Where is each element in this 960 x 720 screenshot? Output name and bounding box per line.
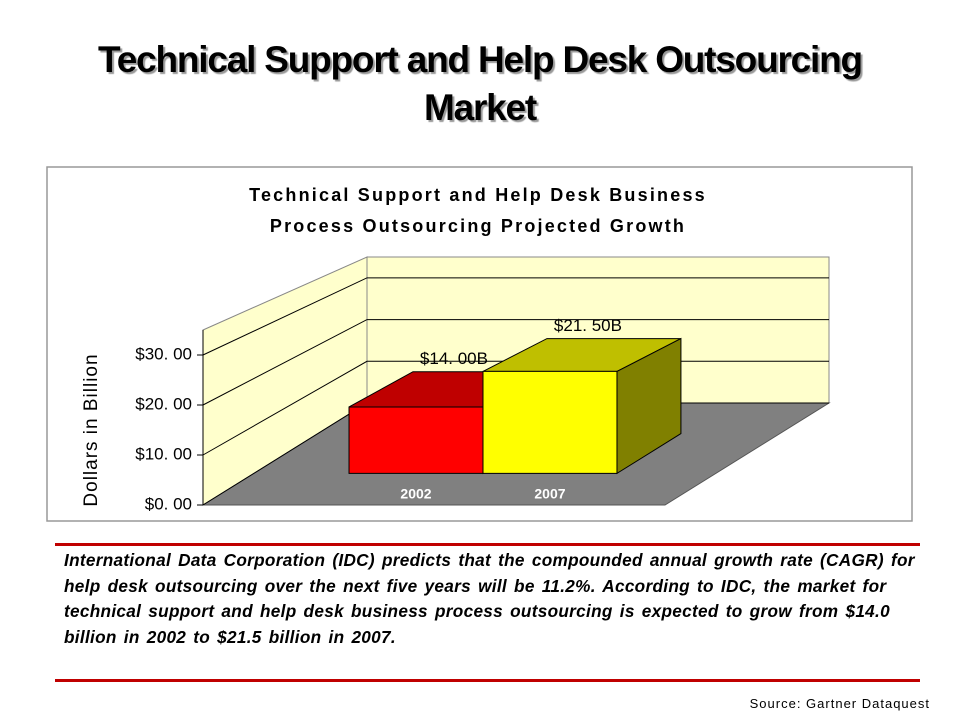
divider	[55, 543, 920, 546]
divider	[55, 679, 920, 682]
x-tick-label: 2002	[400, 486, 431, 502]
y-tick-label: $10. 00	[135, 444, 192, 463]
x-tick-label: 2007	[534, 486, 565, 502]
y-tick-label: $20. 00	[135, 394, 192, 413]
chart-title: Technical Support and Help Desk Business	[249, 185, 707, 205]
value-label: $21. 50B	[554, 316, 622, 335]
y-axis-label: Dollars in Billion	[81, 353, 102, 506]
bar	[482, 370, 618, 474]
grid-line	[202, 277, 829, 356]
value-label: $14. 00B	[420, 349, 488, 368]
grid-line	[202, 319, 829, 406]
chart-title: Process Outsourcing Projected Growth	[270, 216, 686, 236]
y-tick-label: $0. 00	[145, 494, 192, 513]
y-tick-label: $30. 00	[135, 344, 192, 363]
body-text: International Data Corporation (IDC) pre…	[64, 550, 915, 647]
source: Source: Gartner Dataquest	[749, 696, 930, 711]
bar	[348, 406, 484, 474]
slide-title: Technical Support and Help Desk Outsourc…	[98, 39, 863, 128]
